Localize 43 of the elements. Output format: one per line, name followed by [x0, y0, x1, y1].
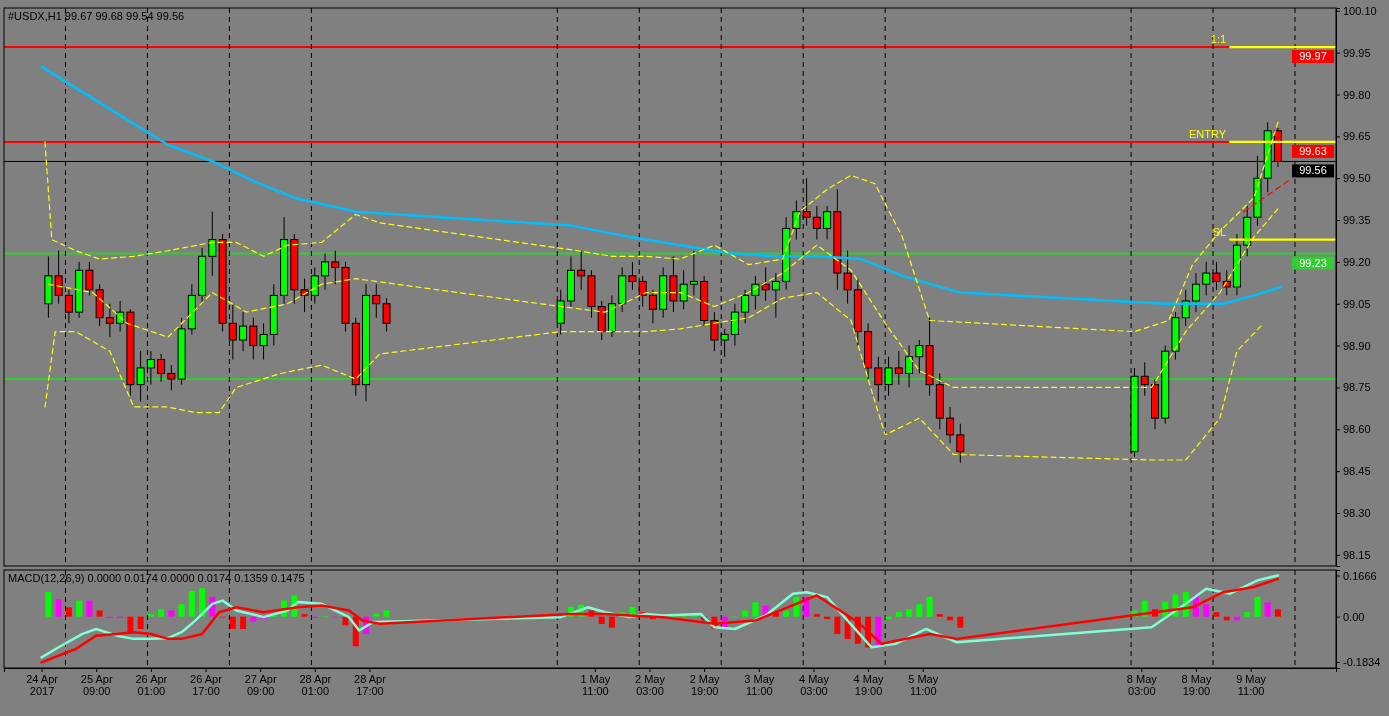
- y-tick-label: 98.30: [1343, 507, 1371, 520]
- chart-title: #USDX,H1 99.67 99.68 99.54 99.56: [8, 10, 185, 22]
- y-tick-label: 0.1666: [1343, 569, 1377, 582]
- series-label: 1:1: [1210, 33, 1227, 46]
- y-tick-label: 100.10: [1343, 4, 1377, 17]
- ref-line-label: 99.63: [1299, 144, 1327, 157]
- x-tick-label: 28 Apr 01:00: [299, 672, 332, 697]
- x-tick-label: 8 May 19:00: [1181, 672, 1212, 697]
- x-tick-label: 26 Apr 17:00: [190, 672, 223, 697]
- y-tick-label: 0.00: [1343, 610, 1365, 623]
- x-tick-label: 5 May 11:00: [908, 672, 939, 697]
- x-tick-label: 2 May 03:00: [635, 672, 666, 697]
- x-tick-label: 28 Apr 17:00: [354, 672, 387, 697]
- y-tick-label: 99.95: [1343, 46, 1371, 59]
- series-label: SL: [1212, 225, 1227, 238]
- x-tick-label: 26 Apr 01:00: [135, 672, 168, 697]
- x-tick-label: 8 May 03:00: [1126, 672, 1158, 697]
- y-tick-label: 98.45: [1343, 465, 1371, 478]
- y-tick-label: -0.1834: [1343, 655, 1381, 668]
- y-tick-label: 99.35: [1343, 214, 1371, 227]
- x-tick-label: 25 Apr 09:00: [80, 672, 113, 697]
- x-tick-label: 1 May 11:00: [580, 672, 611, 697]
- y-tick-label: 98.75: [1343, 381, 1371, 394]
- x-tick-label: 24 Apr 2017: [26, 672, 59, 697]
- y-tick-label: 99.05: [1343, 297, 1371, 310]
- y-tick-label: 99.65: [1343, 130, 1371, 143]
- y-tick-label: 98.90: [1343, 339, 1371, 352]
- x-tick-label: 9 May 11:00: [1236, 672, 1267, 697]
- ref-line-label: 99.56: [1299, 164, 1327, 177]
- x-tick-label: 2 May 19:00: [689, 672, 721, 697]
- y-tick-label: 99.80: [1343, 88, 1371, 101]
- x-tick-label: 4 May 03:00: [798, 672, 830, 697]
- y-tick-label: 98.15: [1343, 548, 1371, 561]
- y-tick-label: 99.20: [1343, 255, 1371, 268]
- y-tick-label: 99.50: [1343, 172, 1371, 185]
- ref-line-label: 99.23: [1299, 256, 1327, 269]
- series-label: ENTRY: [1189, 127, 1227, 140]
- ref-line-label: 99.97: [1299, 50, 1327, 63]
- x-tick-label: 3 May 11:00: [744, 672, 775, 697]
- y-tick-label: 98.60: [1343, 423, 1371, 436]
- chart-title: MACD(12,26,9) 0.0000 0.0174 0.0000 0.0174 0.1359 0.1475: [8, 572, 305, 584]
- x-tick-label: 4 May 19:00: [853, 672, 885, 697]
- x-tick-label: 27 Apr 09:00: [244, 672, 277, 697]
